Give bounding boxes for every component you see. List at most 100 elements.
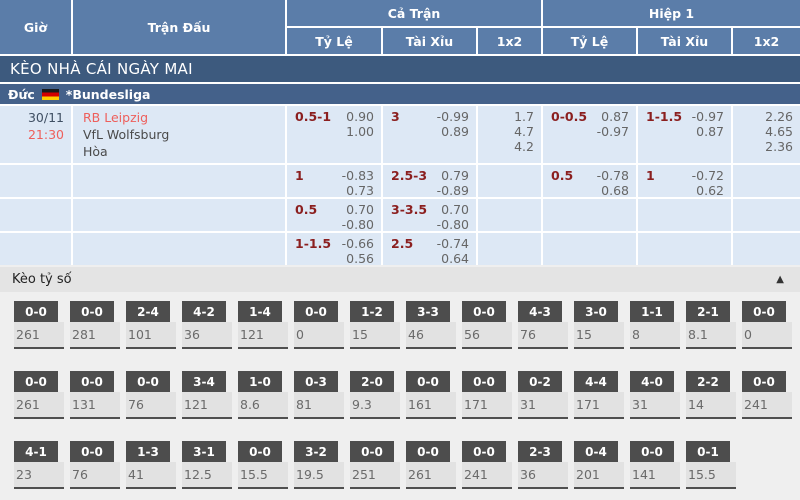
h1-1x2-cell[interactable]: [733, 165, 800, 197]
odds-value[interactable]: -0.89: [436, 183, 469, 197]
odds-value[interactable]: 2.26: [765, 109, 793, 124]
ft-over-under-cell[interactable]: 2.5-3 0.79 -0.89: [383, 165, 476, 197]
score-odds-cell[interactable]: 0-0 241: [742, 371, 792, 419]
score-odds-cell[interactable]: 0-4 201: [574, 441, 624, 489]
h1-handicap-cell[interactable]: [543, 233, 636, 265]
h1-over-under-cell[interactable]: 1 -0.72 0.62: [638, 165, 731, 197]
odds-value[interactable]: 0.68: [601, 183, 629, 197]
score-odds-cell[interactable]: 3-2 19.5: [294, 441, 344, 489]
odds-value[interactable]: -0.99: [436, 109, 469, 124]
score-odds-cell[interactable]: 0-0 0: [294, 301, 344, 349]
ft-1x2-cell[interactable]: 1.7 4.7 4.2: [478, 106, 541, 163]
score-odds-cell[interactable]: 4-4 171: [574, 371, 624, 419]
odds-value[interactable]: -0.83: [341, 168, 374, 183]
score-odds-header[interactable]: Kèo tỷ số ▲: [0, 267, 800, 292]
odds-value[interactable]: -0.74: [436, 236, 469, 251]
score-odds-cell[interactable]: 3-4 121: [182, 371, 232, 419]
odds-value[interactable]: 4.2: [514, 139, 534, 154]
odds-value[interactable]: 1.7: [514, 109, 534, 124]
odds-value[interactable]: 0.79: [441, 168, 469, 183]
score-odds-cell[interactable]: 3-1 12.5: [182, 441, 232, 489]
score-odds-cell[interactable]: 0-0 171: [462, 371, 512, 419]
odds-value[interactable]: 0.73: [346, 183, 374, 197]
score-odds-cell[interactable]: 0-0 261: [14, 371, 64, 419]
h1-1x2-cell[interactable]: [733, 233, 800, 265]
odds-value[interactable]: -0.78: [596, 168, 629, 183]
odds-value[interactable]: 0.87: [601, 109, 629, 124]
ft-1x2-cell[interactable]: [478, 165, 541, 197]
score-odds-cell[interactable]: 3-3 46: [406, 301, 456, 349]
h1-1x2-cell[interactable]: 2.26 4.65 2.36: [733, 106, 800, 163]
collapse-icon[interactable]: ▲: [776, 274, 784, 285]
ft-1x2-cell[interactable]: [478, 233, 541, 265]
h1-1x2-cell[interactable]: [733, 199, 800, 231]
score-odds-cell[interactable]: 4-2 36: [182, 301, 232, 349]
score-odds-value: 41: [126, 462, 176, 489]
h1-handicap-cell[interactable]: 0-0.5 0.87 -0.97: [543, 106, 636, 163]
odds-value[interactable]: -0.97: [596, 124, 629, 139]
score-odds-cell[interactable]: 4-0 31: [630, 371, 680, 419]
score-odds-cell[interactable]: 0-0 131: [70, 371, 120, 419]
h1-over-under-cell[interactable]: 1-1.5 -0.97 0.87: [638, 106, 731, 163]
ft-handicap-cell[interactable]: 1 -0.83 0.73: [287, 165, 381, 197]
odds-value[interactable]: 0.70: [346, 202, 374, 217]
odds-value[interactable]: -0.80: [341, 217, 374, 231]
score-odds-cell[interactable]: 2-3 36: [518, 441, 568, 489]
ft-handicap-cell[interactable]: 0.5-1 0.90 1.00: [287, 106, 381, 163]
score-odds-cell[interactable]: 0-0 241: [462, 441, 512, 489]
score-odds-cell[interactable]: 0-1 15.5: [686, 441, 736, 489]
score-odds-cell[interactable]: 1-2 15: [350, 301, 400, 349]
h1-handicap-cell[interactable]: 0.5 -0.78 0.68: [543, 165, 636, 197]
score-odds-cell[interactable]: 1-0 8.6: [238, 371, 288, 419]
score-odds-cell[interactable]: 2-1 8.1: [686, 301, 736, 349]
score-odds-cell[interactable]: 4-1 23: [14, 441, 64, 489]
score-odds-cell[interactable]: 0-0 251: [350, 441, 400, 489]
odds-value[interactable]: -0.66: [341, 236, 374, 251]
odds-value[interactable]: 0.89: [441, 124, 469, 139]
score-odds-cell[interactable]: 0-0 76: [70, 441, 120, 489]
odds-value[interactable]: 0.56: [346, 251, 374, 265]
score-odds-cell[interactable]: 1-1 8: [630, 301, 680, 349]
score-odds-cell[interactable]: 0-0 0: [742, 301, 792, 349]
odds-value[interactable]: 4.65: [765, 124, 793, 139]
ft-over-under-cell[interactable]: 2.5 -0.74 0.64: [383, 233, 476, 265]
score-odds-cell[interactable]: 0-2 31: [518, 371, 568, 419]
score-odds-cell[interactable]: 3-0 15: [574, 301, 624, 349]
odds-value[interactable]: -0.72: [691, 168, 724, 183]
score-odds-cell[interactable]: 0-0 141: [630, 441, 680, 489]
ft-1x2-cell[interactable]: [478, 199, 541, 231]
odds-value[interactable]: 1.00: [346, 124, 374, 139]
odds-value[interactable]: -0.80: [436, 217, 469, 231]
odds-value[interactable]: 0.64: [441, 251, 469, 265]
score-odds-cell[interactable]: 0-0 161: [406, 371, 456, 419]
odds-value[interactable]: -0.97: [691, 109, 724, 124]
score-odds-cell[interactable]: 1-4 121: [238, 301, 288, 349]
league-row[interactable]: Đức *Bundesliga: [0, 84, 800, 104]
h1-over-under-cell[interactable]: [638, 199, 731, 231]
ft-over-under-cell[interactable]: 3 -0.99 0.89: [383, 106, 476, 163]
ft-handicap-cell[interactable]: 1-1.5 -0.66 0.56: [287, 233, 381, 265]
score-label: 0-0: [294, 301, 338, 322]
score-odds-cell[interactable]: 0-0 281: [70, 301, 120, 349]
odds-value[interactable]: 4.7: [514, 124, 534, 139]
score-odds-cell[interactable]: 2-0 9.3: [350, 371, 400, 419]
odds-value[interactable]: 0.70: [441, 202, 469, 217]
ft-over-under-cell[interactable]: 3-3.5 0.70 -0.80: [383, 199, 476, 231]
score-odds-cell[interactable]: 0-0 261: [14, 301, 64, 349]
h1-handicap-cell[interactable]: [543, 199, 636, 231]
odds-value[interactable]: 0.87: [696, 124, 724, 139]
score-odds-cell[interactable]: 4-3 76: [518, 301, 568, 349]
score-odds-cell[interactable]: 0-3 81: [294, 371, 344, 419]
h1-over-under-cell[interactable]: [638, 233, 731, 265]
odds-value[interactable]: 0.90: [346, 109, 374, 124]
score-odds-cell[interactable]: 0-0 56: [462, 301, 512, 349]
odds-value[interactable]: 0.62: [696, 183, 724, 197]
score-odds-cell[interactable]: 2-4 101: [126, 301, 176, 349]
ft-handicap-cell[interactable]: 0.5 0.70 -0.80: [287, 199, 381, 231]
odds-value[interactable]: 2.36: [765, 139, 793, 154]
score-odds-cell[interactable]: 1-3 41: [126, 441, 176, 489]
score-odds-cell[interactable]: 0-0 15.5: [238, 441, 288, 489]
score-odds-cell[interactable]: 0-0 76: [126, 371, 176, 419]
score-odds-cell[interactable]: 0-0 261: [406, 441, 456, 489]
score-odds-cell[interactable]: 2-2 14: [686, 371, 736, 419]
